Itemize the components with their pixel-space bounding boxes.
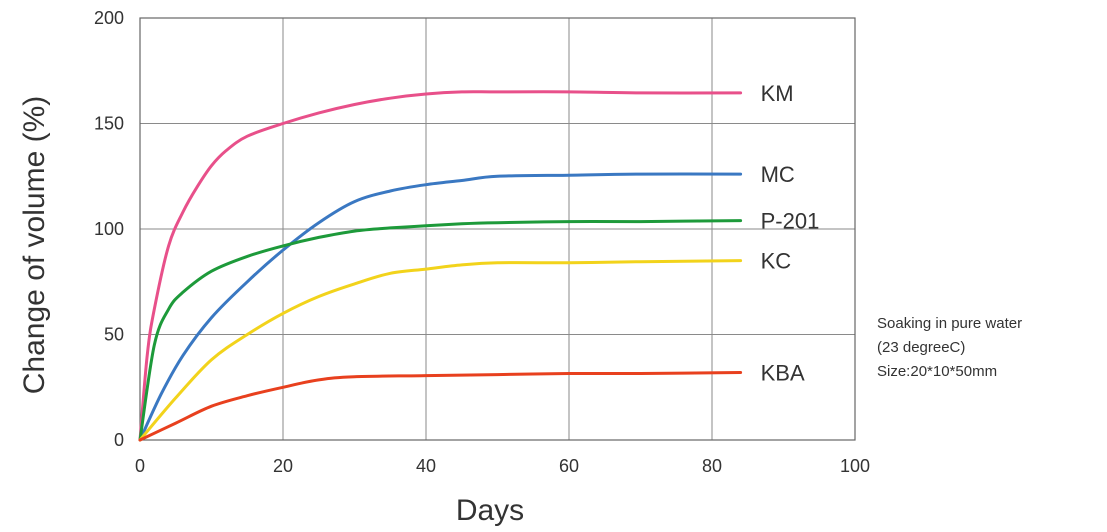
series-line-p-201 (138, 219, 743, 442)
y-tick-label: 0 (114, 430, 124, 450)
x-tick-label: 80 (702, 456, 722, 476)
series-line-kba (138, 371, 743, 442)
y-tick-label: 200 (94, 8, 124, 28)
series-label-kc: KC (761, 249, 792, 274)
note-line-2: (23 degreeC) (877, 339, 966, 356)
plot-frame (139, 17, 856, 441)
series-label-mc: MC (761, 162, 795, 187)
y-tick-label: 150 (94, 114, 124, 134)
x-tick-label: 0 (135, 456, 145, 476)
series-line-kc (138, 259, 743, 442)
series-line-mc (138, 172, 743, 442)
grid-lines (140, 18, 855, 440)
note-line-3: Size:20*10*50mm (877, 363, 998, 380)
x-tick-label: 20 (273, 456, 293, 476)
series-lines (138, 90, 743, 442)
y-tick-label: 50 (104, 325, 124, 345)
y-tick-labels: 0 50 100 150 200 (94, 8, 124, 450)
series-label-p-201: P-201 (761, 209, 820, 234)
test-conditions-note: Soaking in pure water (23 degreeC) Size:… (877, 312, 1022, 384)
x-axis-title: Days (456, 494, 524, 527)
series-line-km (138, 90, 743, 442)
note-line-1: Soaking in pure water (877, 315, 1023, 332)
x-tick-labels: 0 20 40 60 80 100 (135, 456, 870, 476)
x-tick-label: 40 (416, 456, 436, 476)
y-axis-title: Change of volume (%) (18, 96, 51, 394)
series-label-km: KM (761, 81, 794, 106)
x-tick-label: 60 (559, 456, 579, 476)
series-labels: KM MC P-201 KC KBA (761, 81, 820, 386)
y-tick-label: 100 (94, 219, 124, 239)
x-tick-label: 100 (840, 456, 870, 476)
plot-border (139, 17, 856, 441)
series-label-kba: KBA (761, 360, 805, 385)
